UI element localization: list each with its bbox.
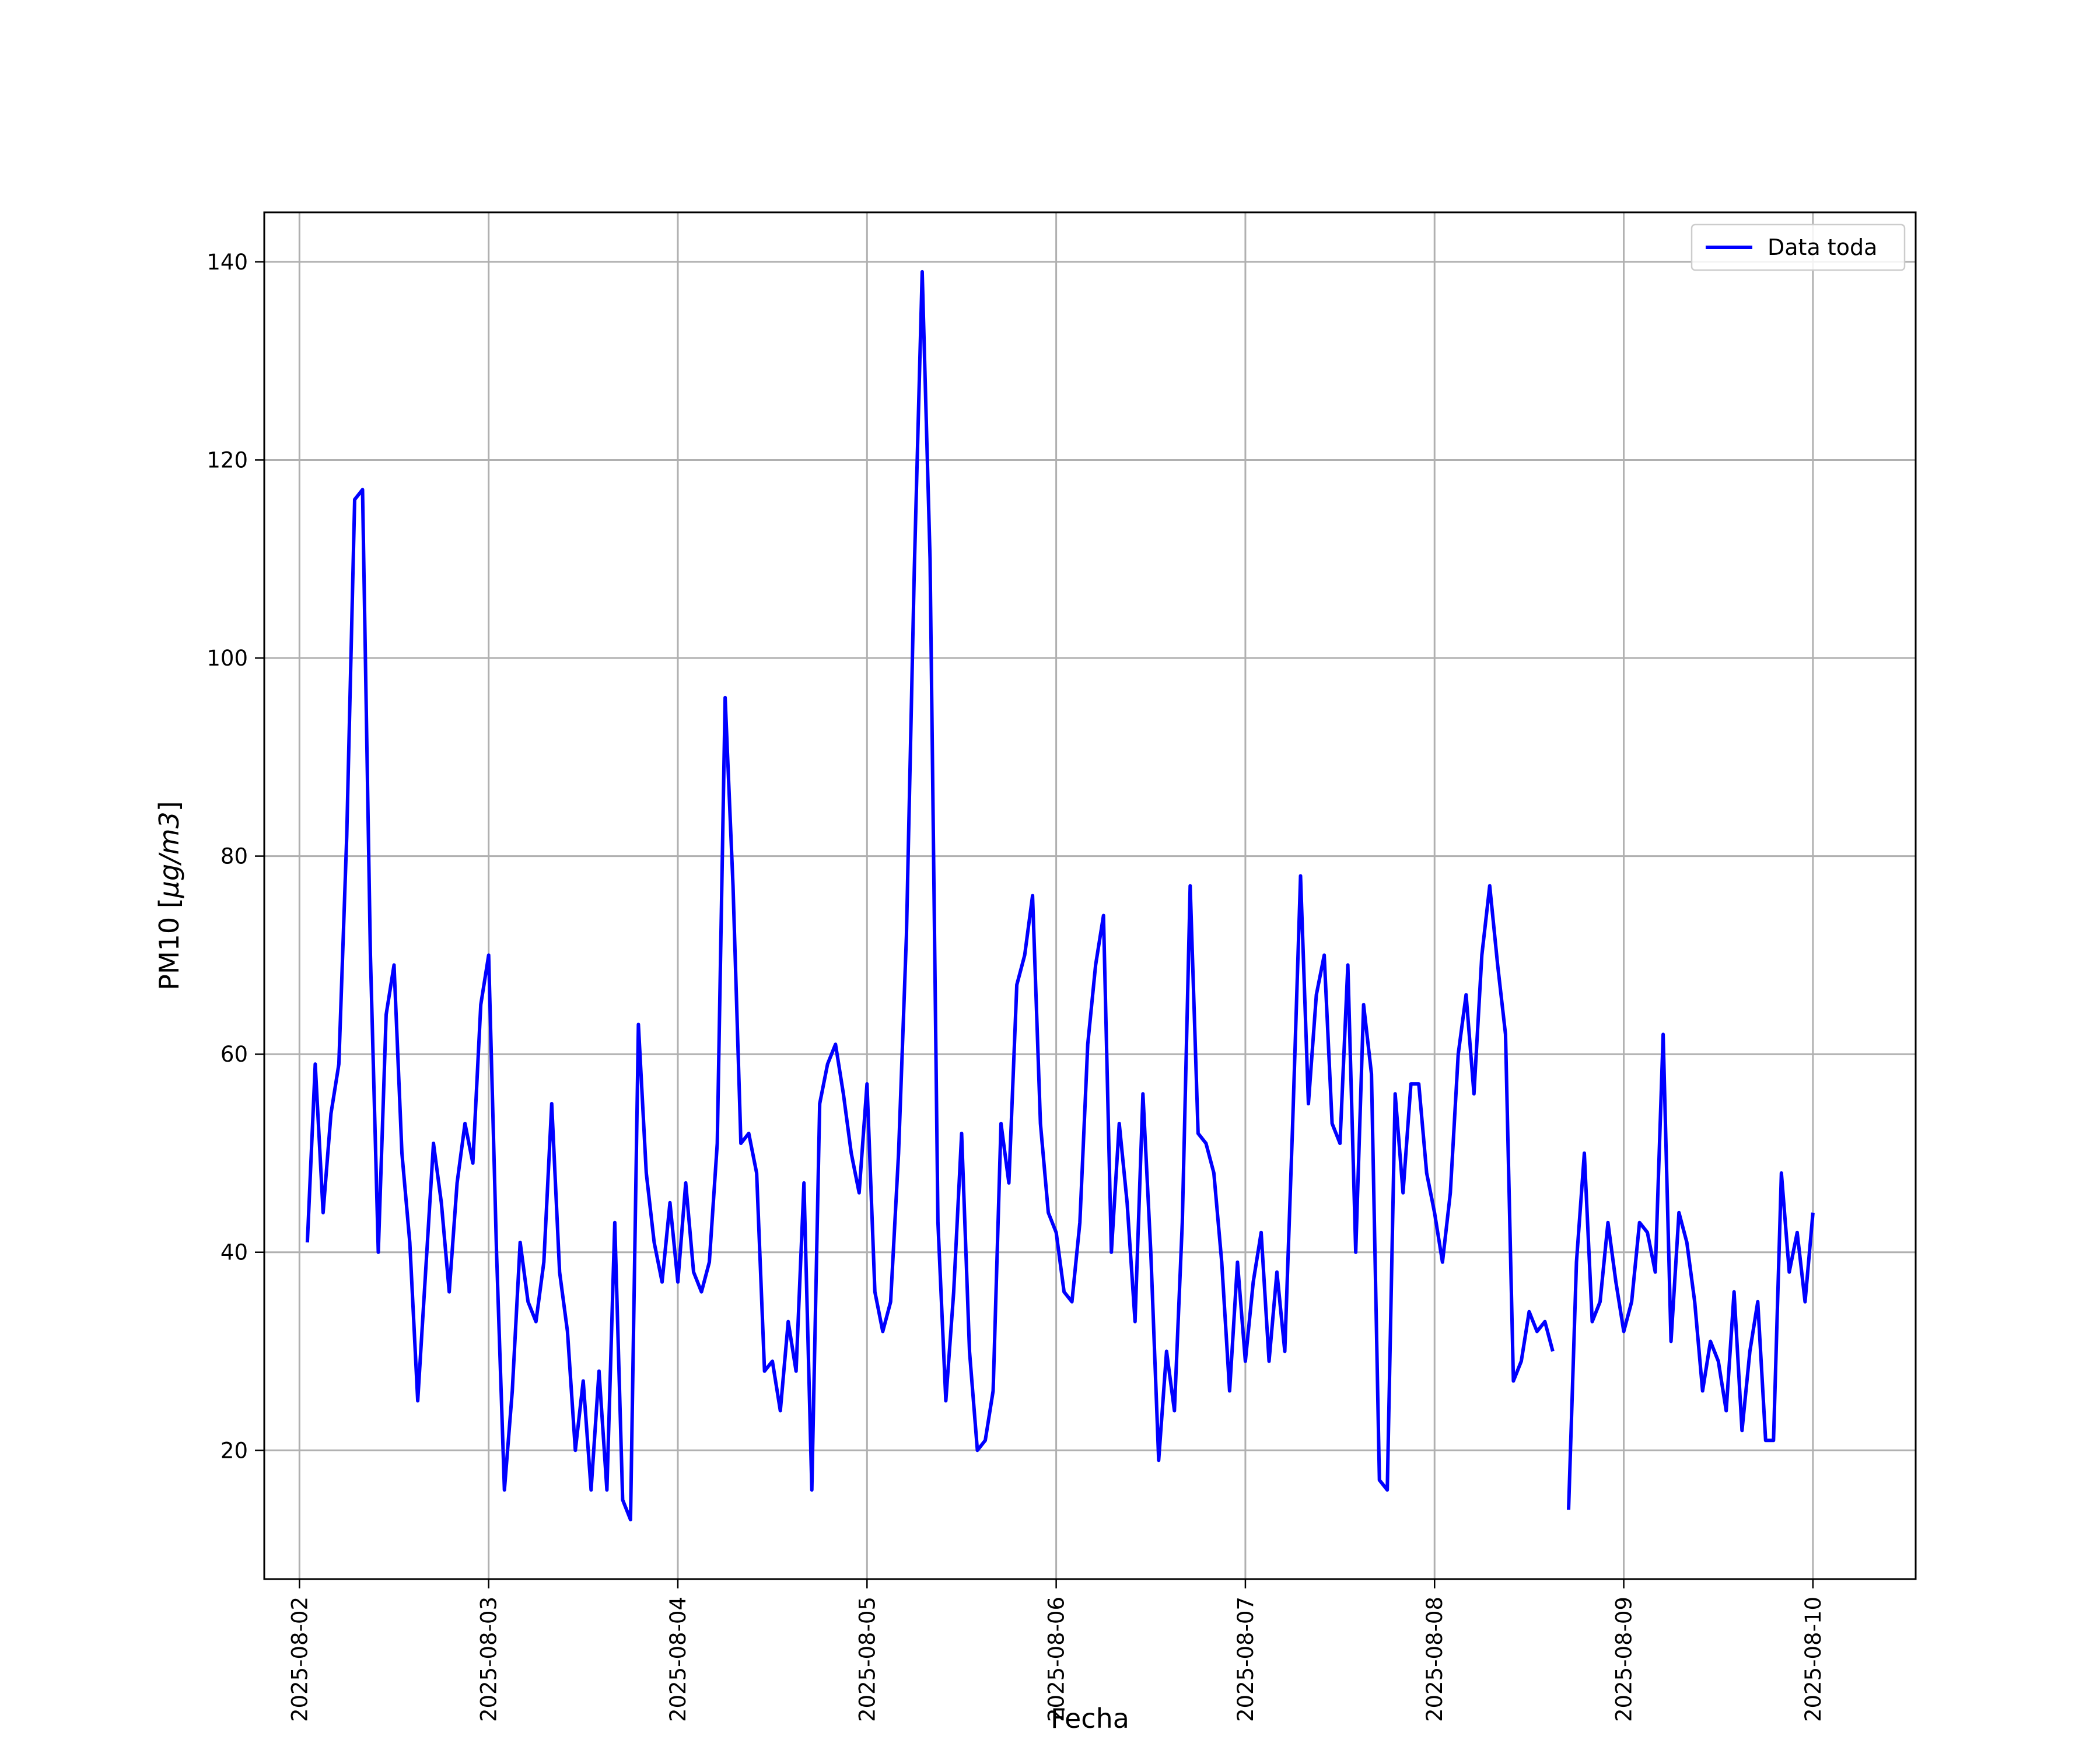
series-lines — [305, 270, 1815, 1522]
x-tick-label: 2025-08-04 — [666, 1597, 691, 1722]
y-axis-title-text: ] — [153, 801, 185, 811]
x-tick-label: 2025-08-10 — [1801, 1597, 1826, 1722]
x-tick-label: 2025-08-05 — [855, 1597, 880, 1722]
series-line — [305, 270, 1815, 1522]
y-tick-label: 120 — [206, 447, 248, 473]
y-tick-label: 140 — [206, 250, 248, 275]
x-axis-ticks: 2025-08-02 2025-08-03 2025-08-04 2025-08-05… — [287, 1579, 1826, 1722]
y-tick-label: 60 — [220, 1042, 248, 1067]
y-axis-title: PM10 [μg/m3] — [153, 801, 185, 991]
y-axis-title-unit: μg/m3 — [153, 811, 185, 898]
x-tick-label: 2025-08-08 — [1422, 1597, 1447, 1722]
x-tick-label: 2025-08-02 — [287, 1597, 312, 1722]
legend-box — [1690, 223, 1906, 271]
y-tick-label: 20 — [220, 1438, 248, 1463]
y-axis-title-text: PM10 [ — [153, 898, 185, 991]
y-tick-label: 80 — [220, 844, 248, 869]
x-tick-label: 2025-08-07 — [1233, 1597, 1258, 1722]
x-tick-label: 2025-08-06 — [1044, 1597, 1069, 1722]
x-tick-label: 2025-08-03 — [477, 1597, 502, 1722]
y-tick-label: 40 — [220, 1240, 248, 1265]
legend-label: Data toda — [1768, 235, 1877, 260]
y-axis-ticks: 20 40 60 80 100 120 140 — [206, 250, 264, 1463]
plot-frame — [263, 211, 1917, 1580]
grid-lines — [264, 212, 1916, 1579]
x-axis-title: Fecha — [1051, 1703, 1129, 1734]
legend: Data toda — [1690, 223, 1906, 271]
y-tick-label: 100 — [206, 646, 248, 671]
x-tick-label: 2025-08-09 — [1612, 1597, 1637, 1722]
